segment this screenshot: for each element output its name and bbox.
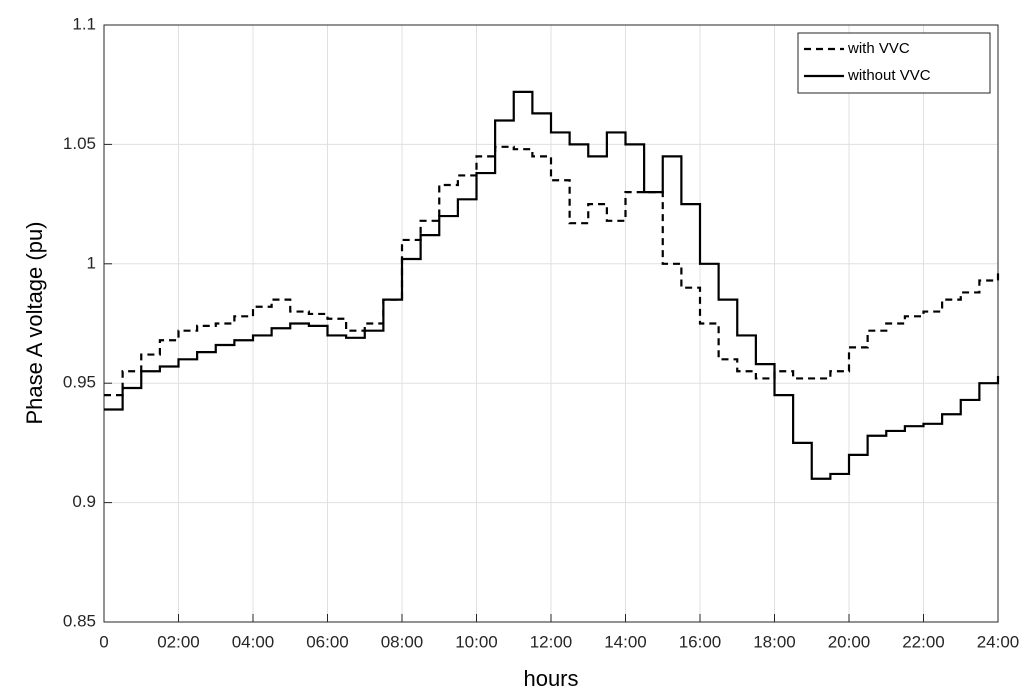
x-tick-label: 24:00	[977, 632, 1020, 651]
x-tick-label: 02:00	[157, 632, 200, 651]
x-tick-label: 08:00	[381, 632, 424, 651]
y-tick-label: 1	[87, 253, 96, 272]
data-line	[104, 90, 1000, 480]
x-tick-label: 22:00	[902, 632, 945, 651]
legend-box	[797, 32, 991, 94]
plot-frame	[103, 24, 999, 623]
legend-label: with VVC	[847, 40, 910, 57]
x-tick-label: 18:00	[753, 632, 796, 651]
legend-label: without VVC	[847, 67, 931, 84]
x-tick-label: 20:00	[828, 632, 871, 651]
y-tick-label: 1.05	[63, 134, 96, 153]
x-tick-label: 06:00	[306, 632, 349, 651]
x-tick-label: 0	[99, 632, 108, 651]
data-line	[104, 145, 1000, 397]
y-tick-label: 0.95	[63, 373, 96, 392]
y-tick-label: 1.1	[72, 14, 96, 33]
x-axis-label: hours	[523, 666, 578, 691]
y-tick-label: 0.9	[72, 492, 96, 511]
x-tick-label: 12:00	[530, 632, 573, 651]
x-tick-label: 14:00	[604, 632, 647, 651]
y-tick-label: 0.85	[63, 611, 96, 630]
x-tick-label: 04:00	[232, 632, 275, 651]
x-tick-label: 16:00	[679, 632, 722, 651]
x-tick-label: 10:00	[455, 632, 498, 651]
y-axis-label: Phase A voltage (pu)	[22, 221, 47, 424]
